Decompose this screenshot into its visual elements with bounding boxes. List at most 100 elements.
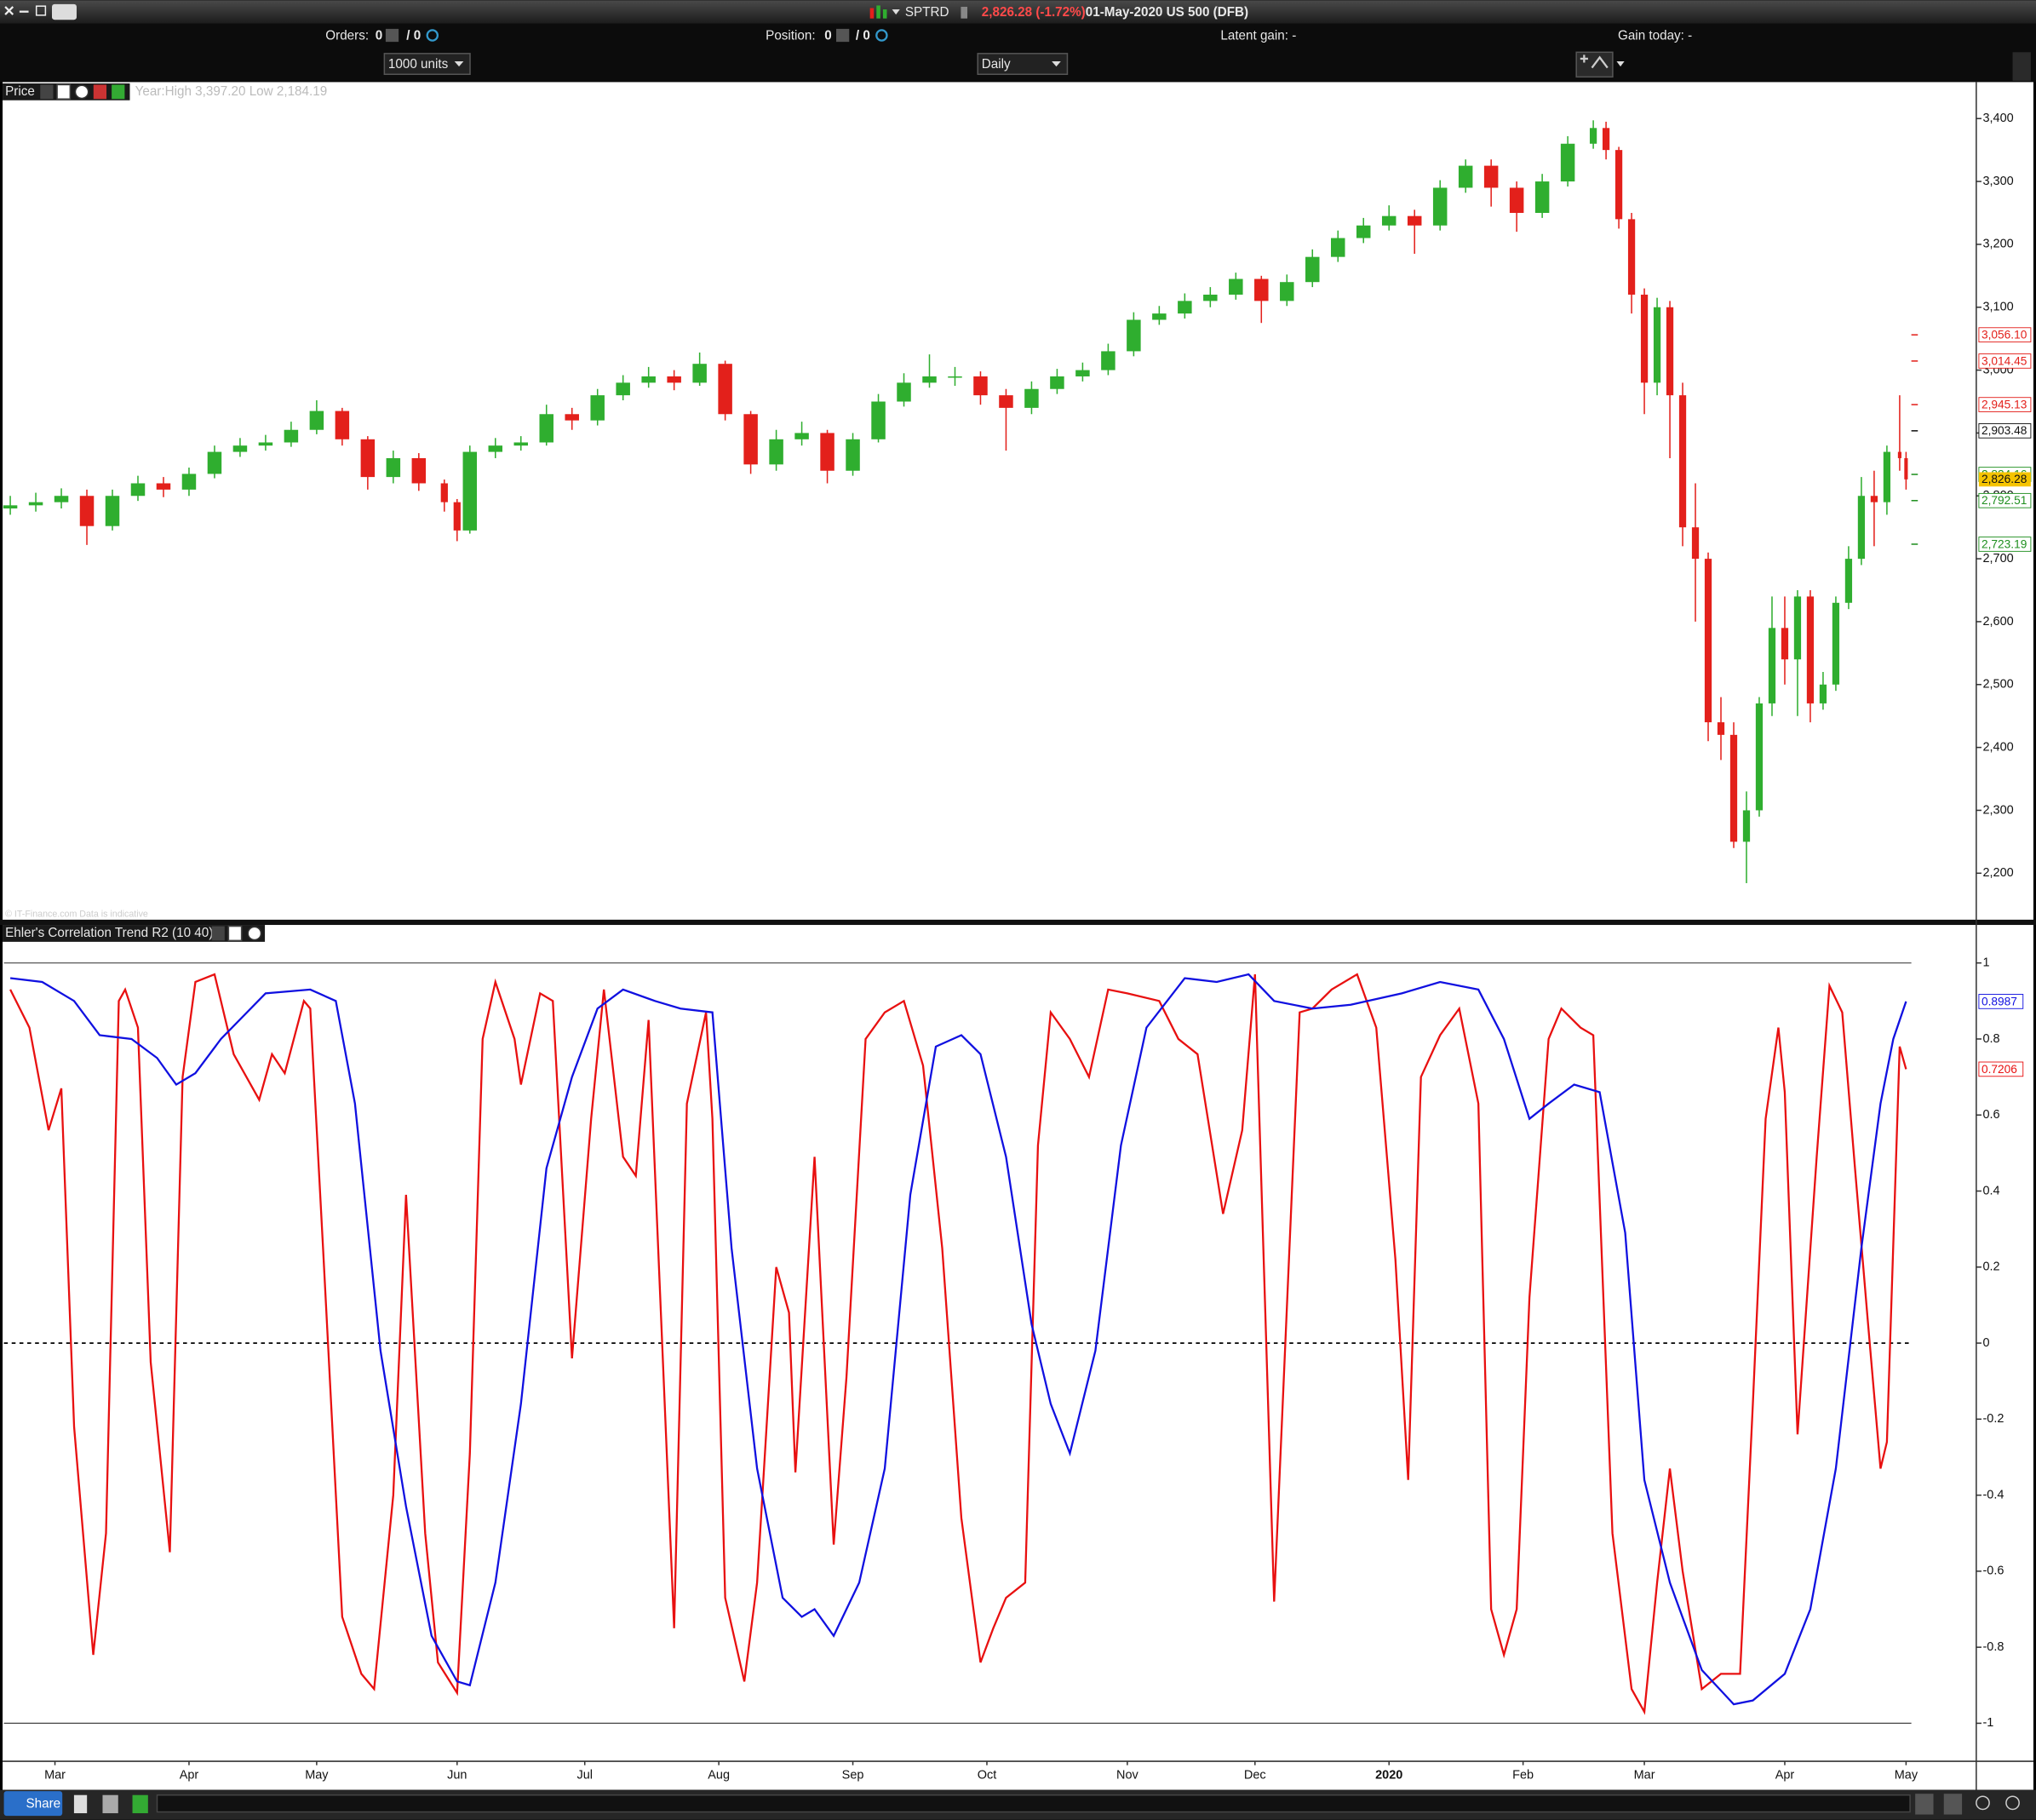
period[interactable]: Daily: [982, 57, 1011, 72]
orders-settings[interactable]: [426, 29, 439, 42]
candle-body: [1729, 734, 1738, 842]
candle-body: [1356, 225, 1371, 238]
level-box: [1978, 353, 2032, 369]
indicator-line: [9, 973, 1907, 1715]
x-tick-label: Apr: [1775, 1769, 1795, 1783]
period-dropdown[interactable]: [977, 53, 1069, 76]
candle-body: [513, 442, 529, 446]
x-tick-label: 2020: [1375, 1769, 1402, 1783]
title-bar: [0, 0, 2036, 24]
keyboard-button[interactable]: [51, 3, 77, 20]
x-tick-label: Nov: [1116, 1769, 1138, 1783]
candle-body: [462, 451, 478, 531]
candle-body: [1781, 628, 1789, 660]
candle-body: [794, 433, 809, 439]
y-tick-label: 2,600: [1982, 615, 2013, 629]
candle-body: [1832, 602, 1840, 685]
close-button[interactable]: [4, 6, 14, 15]
candle-body: [1768, 628, 1776, 703]
y-tick-label: 0: [1982, 1336, 1989, 1350]
candle-body: [105, 496, 120, 526]
candle-body: [1755, 703, 1764, 811]
share-label[interactable]: Share: [26, 1796, 60, 1811]
maximize-button[interactable]: [35, 5, 47, 16]
candle-body: [1127, 319, 1141, 352]
candle-body: [1432, 187, 1448, 226]
last-value-label: 0.8987: [1982, 995, 2017, 1008]
candle-body: [181, 474, 197, 490]
x-tick-label: Jun: [447, 1769, 467, 1783]
candle-body: [743, 414, 758, 465]
minimize-button[interactable]: [19, 10, 29, 13]
y-tick-label: 2,500: [1982, 678, 2013, 692]
panel-separator[interactable]: [0, 919, 2036, 926]
candle-body: [871, 401, 886, 439]
indicator-label-box: [3, 925, 266, 942]
x-tick-label: May: [1895, 1769, 1918, 1783]
candle-body: [156, 483, 171, 490]
price-subtitle: Year:High 3,397.20 Low 2,184.19: [135, 84, 328, 99]
candle-body: [1254, 278, 1269, 301]
candle-body: [897, 382, 911, 402]
candle-body: [1560, 143, 1575, 182]
candle-body: [1717, 722, 1725, 735]
candle-body: [232, 445, 248, 452]
quantity[interactable]: 1000 units: [388, 57, 449, 72]
level-label: 2,945.13: [1982, 398, 2027, 411]
y-tick-label: -0.6: [1982, 1565, 2004, 1578]
y-tick-label: -0.2: [1982, 1412, 2004, 1426]
candle-body: [1742, 810, 1751, 842]
date-market: 01-May-2020 US 500 (DFB): [1086, 5, 1248, 20]
price-change: 2,826.28 (-1.72%): [982, 5, 1086, 20]
candle-body: [488, 445, 503, 452]
y-tick-label: 2,700: [1982, 552, 2013, 566]
candle-body: [1691, 527, 1700, 560]
symbol[interactable]: SPTRD: [905, 5, 949, 20]
candle-body: [54, 496, 69, 502]
candle-body: [1381, 215, 1397, 226]
candle-body: [1101, 351, 1115, 370]
y-tick-label: 2,400: [1982, 740, 2013, 754]
candle-body: [1653, 307, 1661, 383]
candle-body: [130, 483, 146, 497]
drawing-tools[interactable]: [1575, 51, 1625, 78]
candle-body: [718, 364, 732, 415]
y-tick-label: -0.4: [1982, 1488, 2004, 1501]
indicator-panel: [3, 925, 2033, 1790]
orders-icon[interactable]: [385, 28, 399, 43]
price-panel-buttons[interactable]: [40, 83, 125, 100]
position-icon[interactable]: [836, 28, 850, 43]
position-settings[interactable]: [875, 29, 888, 42]
candle-body: [1857, 496, 1866, 560]
last-price-box: [1978, 472, 2031, 487]
candle-body: [948, 376, 962, 378]
candle-body: [1678, 395, 1687, 528]
quantity-dropdown[interactable]: [383, 53, 471, 76]
share-button[interactable]: [3, 1791, 63, 1817]
indicator-panel-buttons[interactable]: [211, 925, 262, 942]
level-label: 3,014.45: [1982, 354, 2027, 367]
last-value-box: [1978, 1061, 2024, 1077]
last-value-label: 0.7206: [1982, 1063, 2017, 1076]
copyright: © IT-Finance.com Data is indicative: [5, 910, 148, 920]
candle-body: [1024, 388, 1039, 408]
candle-body: [565, 414, 579, 421]
orders-total: / 0: [406, 28, 421, 43]
candle-body: [79, 496, 95, 526]
level-label: 2,723.19: [1982, 537, 2027, 550]
candle-body: [846, 439, 860, 471]
candle-body: [1883, 451, 1891, 502]
side-panel-toggle[interactable]: [2012, 52, 2031, 81]
latent-gain: Latent gain: -: [1220, 28, 1296, 43]
window-controls[interactable]: [4, 3, 77, 20]
candle-body: [309, 411, 324, 430]
candle-body: [258, 442, 273, 446]
y-tick-label: 3,200: [1982, 238, 2013, 251]
candle-body: [335, 411, 350, 439]
y-tick-label: 0.2: [1982, 1260, 1999, 1274]
level-label: 2,792.51: [1982, 494, 2027, 507]
status-tools[interactable]: [73, 1794, 2020, 1815]
candle-body: [1897, 451, 1901, 458]
y-tick-label: 3,300: [1982, 175, 2013, 188]
